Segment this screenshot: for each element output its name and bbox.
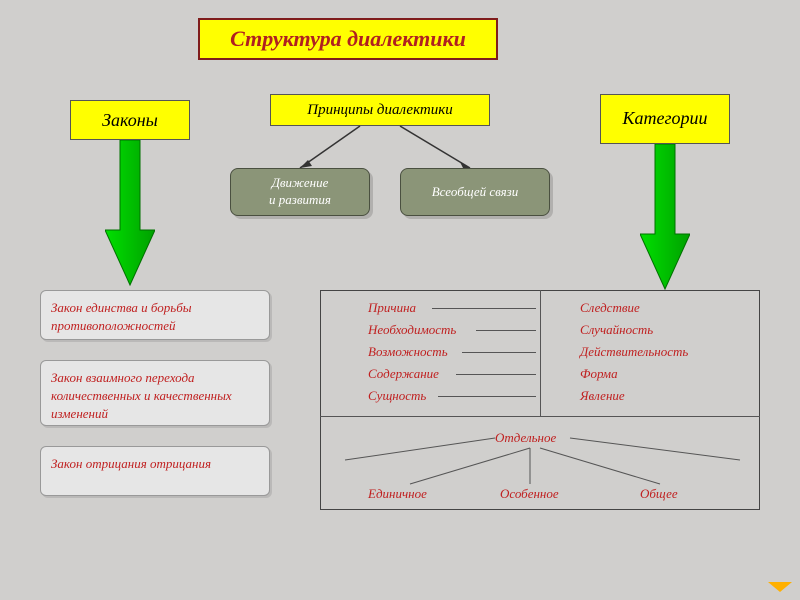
triple-connectors	[0, 0, 800, 600]
corner-triangle-icon	[768, 582, 792, 592]
triple-1: Особенное	[500, 486, 559, 502]
triple-2: Общее	[640, 486, 678, 502]
triple-0: Единичное	[368, 486, 427, 502]
